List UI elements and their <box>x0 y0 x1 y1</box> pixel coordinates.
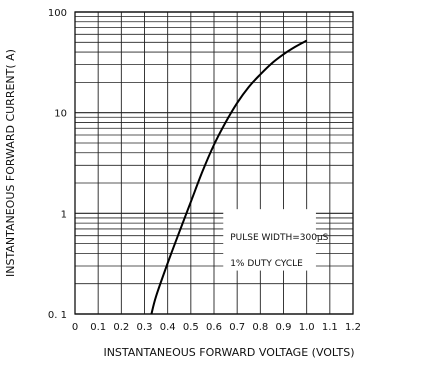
curve-layer <box>150 39 308 315</box>
x-tick-label: 0.5 <box>183 322 199 333</box>
y-tick-label: 10 <box>54 109 67 120</box>
x-axis-title: INSTANTANEOUS FORWARD VOLTAGE (VOLTS) <box>103 346 354 359</box>
x-tick-label: 0.3 <box>137 322 153 333</box>
x-tick-label: 1.1 <box>322 322 338 333</box>
x-tick-label: 0.8 <box>252 322 268 333</box>
x-tick-label: 0.9 <box>276 322 292 333</box>
y-tick-labels: 100 10 1 0. 1 <box>48 8 67 321</box>
y-axis-title: INSTANTANEOUS FORWARD CURRENT( A) <box>4 49 17 277</box>
y-tick-label: 100 <box>48 8 67 19</box>
forward-current-curve <box>150 39 308 315</box>
x-tick-label: 0.6 <box>206 322 222 333</box>
annotation-box: PULSE WIDTH=300μS 1% DUTY CYCLE <box>223 209 329 271</box>
x-tick-label: 1.0 <box>299 322 315 333</box>
x-tick-labels: 0 0.1 0.2 0.3 0.4 0.5 0.6 0.7 0.8 0.9 1.0 1.1 1.2 <box>72 322 361 333</box>
x-tick-label: 0.2 <box>113 322 129 333</box>
annotation-pulse-width: PULSE WIDTH=300μS <box>230 233 328 243</box>
x-tick-label: 0.7 <box>229 322 245 333</box>
x-tick-label: 1.2 <box>345 322 361 333</box>
y-tick-label: 1 <box>61 209 67 220</box>
annotation-duty-cycle: 1% DUTY CYCLE <box>230 259 303 269</box>
x-tick-label: 0.1 <box>90 322 106 333</box>
x-tick-label: 0 <box>72 322 78 333</box>
x-tick-label: 0.4 <box>160 322 176 333</box>
y-tick-label: 0. 1 <box>48 310 67 321</box>
annotation-background <box>223 209 316 271</box>
plot-frame <box>74 11 354 315</box>
